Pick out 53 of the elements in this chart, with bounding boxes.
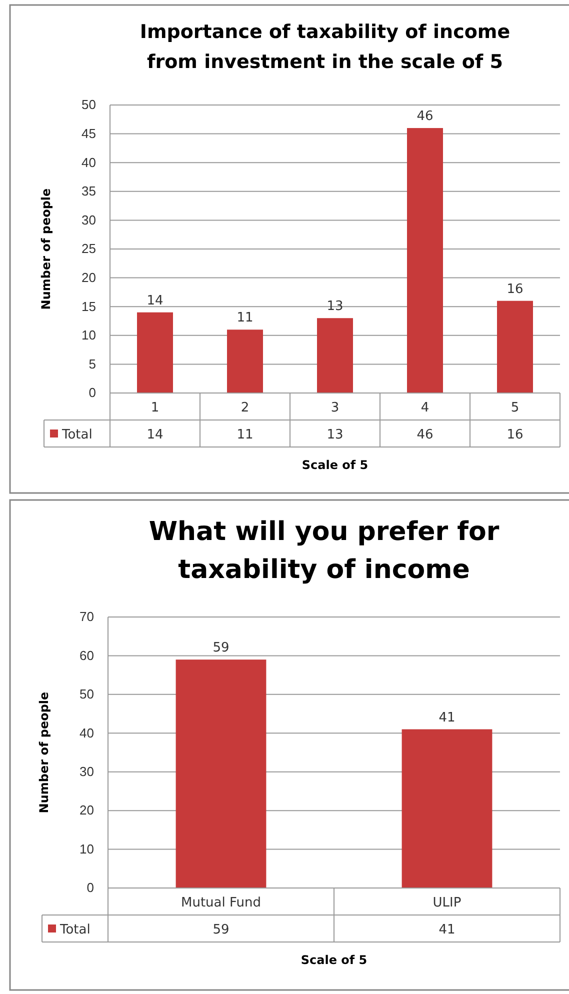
chart-title: Importance of taxability of income from investment in the scale of 5 xyxy=(140,21,510,73)
y-tick-label: 0 xyxy=(88,385,96,400)
y-tick-label: 40 xyxy=(82,154,96,170)
data-label: 14 xyxy=(146,293,164,308)
x-axis-title: Scale of 5 xyxy=(302,458,368,472)
text: 16 xyxy=(506,428,524,442)
data-label: 11 xyxy=(236,310,254,326)
y-tick-label: 15 xyxy=(82,298,96,314)
y-tick-label: 60 xyxy=(80,648,94,663)
bar xyxy=(497,300,533,393)
text: 41 xyxy=(438,922,456,938)
bar xyxy=(227,330,263,393)
bar xyxy=(137,312,173,393)
y-tick-label: 10 xyxy=(80,841,94,856)
text: 13 xyxy=(326,428,344,442)
x-tick-label: ULIP xyxy=(432,896,462,910)
data-label: 41 xyxy=(438,710,456,726)
y-tick-label: 50 xyxy=(80,686,94,702)
y-tick-label: 20 xyxy=(82,270,96,285)
bar xyxy=(317,318,353,393)
y-tick-label: 35 xyxy=(82,184,96,199)
legend-label: Total xyxy=(59,922,90,938)
y-tick-label: 45 xyxy=(82,126,96,141)
y-tick-label: 30 xyxy=(80,764,94,780)
y-tick-label: 70 xyxy=(80,609,94,624)
y-tick-label: 10 xyxy=(82,328,96,343)
y-tick-label: 20 xyxy=(80,802,94,818)
data-label: 16 xyxy=(506,282,524,297)
x-tick-label: Mutual Fund xyxy=(181,896,261,910)
data-label: 59 xyxy=(212,640,230,656)
legend-label: Total xyxy=(61,428,92,442)
data-label: 13 xyxy=(326,299,344,314)
bar xyxy=(407,128,443,393)
x-tick-label: 2 xyxy=(240,400,250,416)
chart-title: What will you prefer for taxability of income xyxy=(148,517,500,585)
y-tick-label: 25 xyxy=(82,241,96,256)
x-tick-label: 3 xyxy=(330,400,340,416)
x-axis-title: Scale of 5 xyxy=(300,953,368,967)
y-tick-label: 50 xyxy=(82,97,96,112)
x-tick-label: 1 xyxy=(150,400,160,416)
y-tick-label: 0 xyxy=(86,880,94,896)
text: 11 xyxy=(236,428,254,442)
text: 14 xyxy=(146,428,164,442)
text: 46 xyxy=(416,428,434,442)
text: 59 xyxy=(212,922,230,938)
y-tick-label: 5 xyxy=(88,356,96,372)
y-tick-label: 30 xyxy=(82,212,96,228)
y-tick-label: 40 xyxy=(80,725,94,740)
y-axis-title: Number of people xyxy=(39,188,53,310)
x-tick-label: 5 xyxy=(510,400,520,416)
data-label: 46 xyxy=(416,109,434,124)
y-axis-title: Number of people xyxy=(37,692,51,814)
x-tick-label: 4 xyxy=(420,400,430,416)
